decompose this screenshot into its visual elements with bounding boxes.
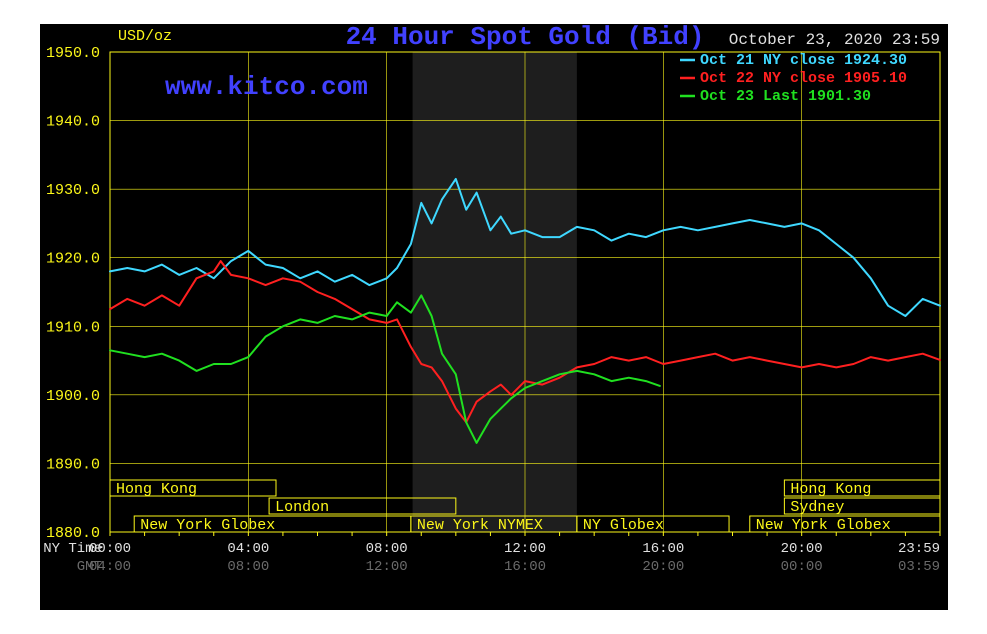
gmt-time-tick: 04:00 — [89, 559, 131, 575]
legend-entry: Oct 23 Last 1901.30 — [700, 88, 871, 105]
chart-svg: 1880.0 1890.0 1900.0 1910.0 1920.0 1930.0 1940… — [40, 24, 948, 610]
svg-text:1920.0: 1920.0 — [46, 251, 100, 268]
chart-title: 24 Hour Spot Gold (Bid) — [346, 24, 705, 52]
market-session: New York NYMEX — [417, 517, 543, 534]
svg-text:1950.0: 1950.0 — [46, 45, 100, 62]
market-session: New York Globex — [756, 517, 891, 534]
market-session: New York Globex — [140, 517, 275, 534]
svg-text:1890.0: 1890.0 — [46, 456, 100, 473]
ny-time-tick: 16:00 — [642, 541, 684, 557]
legend-entry: Oct 21 NY close 1924.30 — [700, 52, 907, 69]
svg-text:1900.0: 1900.0 — [46, 388, 100, 405]
ny-time-tick: 08:00 — [366, 541, 408, 557]
gmt-time-tick: 08:00 — [227, 559, 269, 575]
ny-time-tick: 12:00 — [504, 541, 546, 557]
legend-entry: Oct 22 NY close 1905.10 — [700, 70, 907, 87]
market-session: Sydney — [790, 499, 844, 516]
market-session: Hong Kong — [790, 481, 871, 498]
ny-time-tick: 00:00 — [89, 541, 131, 557]
ny-time-tick: 04:00 — [227, 541, 269, 557]
gmt-time-tick: 12:00 — [366, 559, 408, 575]
gmt-time-tick: 00:00 — [781, 559, 823, 575]
outer-frame: 1880.0 1890.0 1900.0 1910.0 1920.0 1930.0 1940… — [0, 0, 987, 634]
kitco-url[interactable]: www.kitco.com — [165, 72, 368, 102]
svg-text:USD/oz: USD/oz — [118, 28, 172, 45]
market-session: Hong Kong — [116, 481, 197, 498]
svg-text:1930.0: 1930.0 — [46, 182, 100, 199]
gmt-time-tick: 16:00 — [504, 559, 546, 575]
ny-time-tick: 23:59 — [898, 541, 940, 557]
market-session: London — [275, 499, 329, 516]
gmt-time-tick: 03:59 — [898, 559, 940, 575]
timestamp: October 23, 2020 23:59 — [729, 31, 940, 49]
svg-text:1880.0: 1880.0 — [46, 525, 100, 542]
ny-time-tick: 20:00 — [781, 541, 823, 557]
svg-text:1910.0: 1910.0 — [46, 319, 100, 336]
chart-container: 1880.0 1890.0 1900.0 1910.0 1920.0 1930.0 1940… — [40, 24, 948, 610]
svg-text:1940.0: 1940.0 — [46, 114, 100, 131]
market-session: NY Globex — [583, 517, 664, 534]
gmt-time-tick: 20:00 — [642, 559, 684, 575]
series-line — [110, 295, 660, 443]
